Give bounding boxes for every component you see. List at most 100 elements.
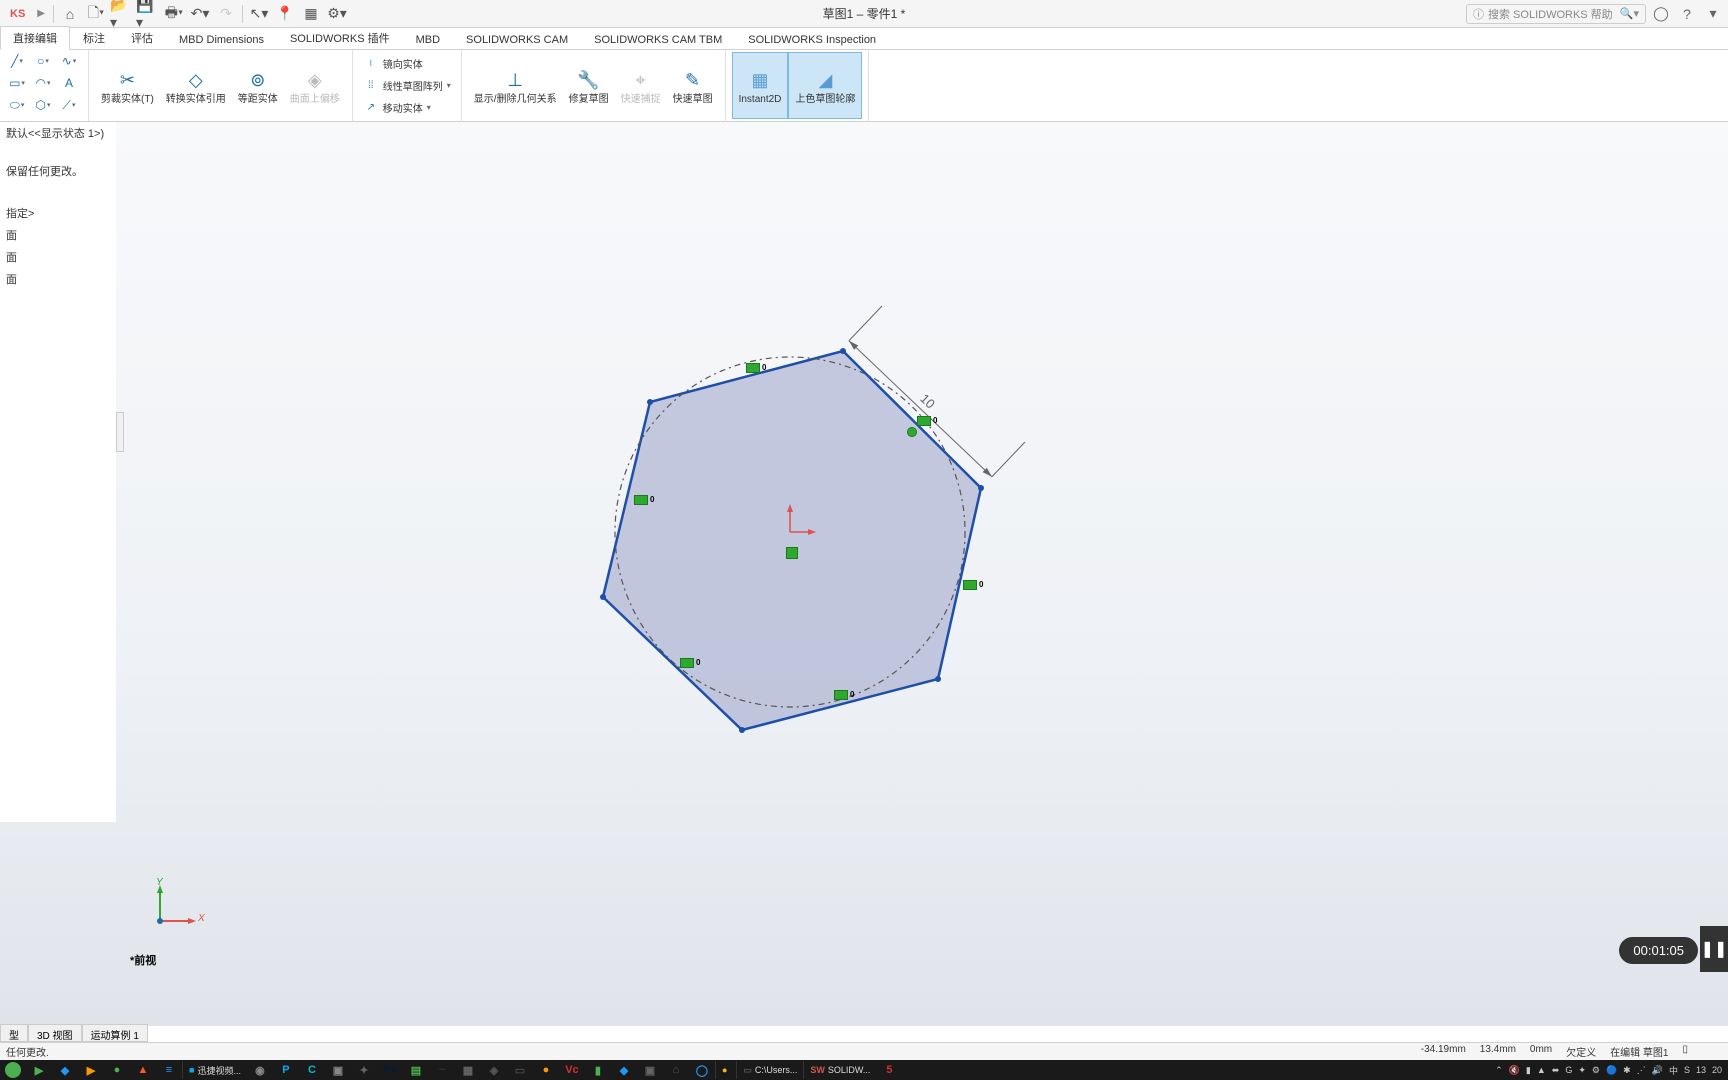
video-pause-button[interactable]: ❚❚ <box>1700 926 1728 972</box>
tray-icon[interactable]: ▮ <box>1526 1065 1531 1076</box>
model-canvas[interactable]: 10 Y X *前视 00:01:05 ❚❚ <box>0 122 1728 1026</box>
display-relations-button[interactable]: ⊥ 显示/删除几何关系 <box>468 52 563 119</box>
tray-icon[interactable]: ⚙ <box>1592 1065 1600 1076</box>
tray-icon[interactable]: ⬌ <box>1552 1065 1560 1076</box>
btab-model[interactable]: 型 <box>0 1024 28 1042</box>
taskbar-app[interactable]: ▦ <box>455 1061 481 1079</box>
relation-mark[interactable] <box>834 690 848 700</box>
circle-tool-icon[interactable]: ○ <box>32 52 54 70</box>
tray-icon[interactable]: 13 <box>1696 1065 1706 1075</box>
rapid-sketch-button[interactable]: ✎ 快速草图 <box>667 52 719 119</box>
move-button[interactable]: ↗移动实体▾ <box>363 98 451 118</box>
relation-mark[interactable] <box>634 495 648 505</box>
pattern-button[interactable]: ⁞⁞线性草图阵列▾ <box>363 76 451 96</box>
taskbar-app[interactable]: ◆ <box>611 1061 637 1079</box>
taskbar-app[interactable]: ⌂ <box>663 1061 689 1079</box>
tray-icon[interactable]: 🔊 <box>1652 1065 1663 1076</box>
shade-button[interactable]: ◢ 上色草图轮廓 <box>788 52 862 119</box>
arc-tool-icon[interactable]: ◠ <box>32 74 54 92</box>
quick-snap-button[interactable]: ⌖ 快速捕捉 <box>615 52 667 119</box>
undo-icon[interactable]: ↶▾ <box>188 3 212 25</box>
tab-mbd[interactable]: MBD <box>403 30 453 49</box>
new-icon[interactable]: 🗋▾ <box>84 3 108 25</box>
taskbar-app[interactable]: ◉ <box>247 1061 273 1079</box>
help-icon[interactable]: ? <box>1676 3 1698 25</box>
relation-mark[interactable] <box>680 658 694 668</box>
spline-tool-icon[interactable]: ∿ <box>58 52 80 70</box>
redo-icon[interactable]: ↷ <box>214 3 238 25</box>
taskbar-app[interactable]: ◈ <box>481 1061 507 1079</box>
tray-icon[interactable]: ⌃ <box>1495 1065 1503 1076</box>
tray-icon[interactable]: ▲ <box>1537 1065 1546 1075</box>
tray-icon[interactable]: ✦ <box>1578 1065 1586 1076</box>
text-tool-icon[interactable]: A <box>58 74 80 92</box>
taskbar-app[interactable]: ■迅捷视频... <box>182 1061 247 1079</box>
print-icon[interactable]: 🖶▾ <box>162 3 186 25</box>
select-icon[interactable]: ↖▾ <box>247 3 271 25</box>
search-input[interactable]: ⓘ 搜索 SOLIDWORKS 帮助 🔍▾ <box>1466 4 1646 24</box>
repair-button[interactable]: 🔧 修复草图 <box>563 52 615 119</box>
open-icon[interactable]: 📂▾ <box>110 3 134 25</box>
surface-offset-button[interactable]: ◈ 曲面上偏移 <box>284 52 346 119</box>
expand-icon[interactable]: ▶ <box>33 8 49 19</box>
tray-icon[interactable]: ✱ <box>1623 1065 1631 1076</box>
taskbar-app[interactable]: ▤ <box>403 1061 429 1079</box>
pin-icon[interactable]: 📍 <box>273 3 297 25</box>
tab-mbd-dim[interactable]: MBD Dimensions <box>166 30 277 49</box>
taskbar-app[interactable]: ▭ <box>507 1061 533 1079</box>
trim-button[interactable]: ✂ 剪裁实体(T) <box>95 52 160 119</box>
search-dropdown-icon[interactable]: 🔍▾ <box>1620 7 1639 20</box>
taskbar-app[interactable]: ~ <box>429 1061 455 1079</box>
taskbar-app[interactable]: C <box>299 1061 325 1079</box>
home-icon[interactable]: ⌂ <box>58 3 82 25</box>
taskbar-app[interactable]: SWSOLIDW... <box>803 1061 876 1079</box>
tab-direct-edit[interactable]: 直接编辑 <box>0 26 70 50</box>
grid-icon[interactable]: ▦ <box>299 3 323 25</box>
tray-icon[interactable]: 🔇 <box>1509 1065 1520 1076</box>
panel-resize-handle[interactable] <box>116 412 124 452</box>
tray-icon[interactable]: S <box>1684 1065 1690 1075</box>
relation-mark[interactable] <box>963 580 977 590</box>
taskbar-app[interactable]: ▶ <box>78 1061 104 1079</box>
taskbar-app[interactable]: ● <box>715 1061 736 1079</box>
convert-button[interactable]: ◇ 转换实体引用 <box>160 52 232 119</box>
mirror-button[interactable]: ⧙镜向实体 <box>363 54 451 74</box>
slot-tool-icon[interactable]: ⬭ <box>6 96 28 114</box>
point-tool-icon[interactable]: ⟋ <box>58 96 80 114</box>
tray-icon[interactable]: 🔵 <box>1606 1065 1617 1076</box>
taskbar-app[interactable]: ◯ <box>689 1061 715 1079</box>
taskbar-app[interactable]: ▭C:\Users... <box>736 1061 803 1079</box>
tab-annotate[interactable]: 标注 <box>70 26 118 49</box>
taskbar-app[interactable]: ● <box>533 1061 559 1079</box>
taskbar-app[interactable]: ▶ <box>26 1061 52 1079</box>
taskbar-clock[interactable]: 20 <box>1712 1065 1722 1075</box>
tray-icon[interactable]: G <box>1565 1065 1572 1075</box>
taskbar-app[interactable]: ● <box>104 1061 130 1079</box>
save-icon[interactable]: 💾▾ <box>136 3 160 25</box>
more-icon[interactable]: ▾ <box>1702 3 1724 25</box>
tray-icon[interactable]: ⋰ <box>1637 1065 1646 1076</box>
btab-3dview[interactable]: 3D 视图 <box>28 1024 82 1042</box>
taskbar-app[interactable]: ▮ <box>585 1061 611 1079</box>
tray-icon[interactable]: 中 <box>1669 1064 1678 1077</box>
tab-cam-tbm[interactable]: SOLIDWORKS CAM TBM <box>581 30 735 49</box>
tab-evaluate[interactable]: 评估 <box>118 26 166 49</box>
relation-mark[interactable] <box>917 416 931 426</box>
origin-mark[interactable] <box>786 547 798 559</box>
taskbar-app[interactable]: ✦ <box>351 1061 377 1079</box>
status-icon[interactable]: ▯ <box>1682 1044 1688 1059</box>
taskbar-app[interactable]: ▣ <box>637 1061 663 1079</box>
taskbar-app[interactable]: P <box>273 1061 299 1079</box>
taskbar-app[interactable]: ▣ <box>325 1061 351 1079</box>
polygon-tool-icon[interactable]: ⬡ <box>32 96 54 114</box>
taskbar-app[interactable]: ▲ <box>130 1061 156 1079</box>
offset-button[interactable]: ⊚ 等距实体 <box>232 52 284 119</box>
tangent-mark[interactable] <box>907 427 917 437</box>
relation-mark[interactable] <box>746 363 760 373</box>
user-icon[interactable]: ◯ <box>1650 3 1672 25</box>
btab-motion[interactable]: 运动算例 1 <box>82 1024 148 1042</box>
tab-sw-addins[interactable]: SOLIDWORKS 插件 <box>277 26 403 49</box>
tab-cam[interactable]: SOLIDWORKS CAM <box>453 30 581 49</box>
taskbar-app[interactable]: Vc <box>559 1061 585 1079</box>
settings-icon[interactable]: ⚙▾ <box>325 3 349 25</box>
